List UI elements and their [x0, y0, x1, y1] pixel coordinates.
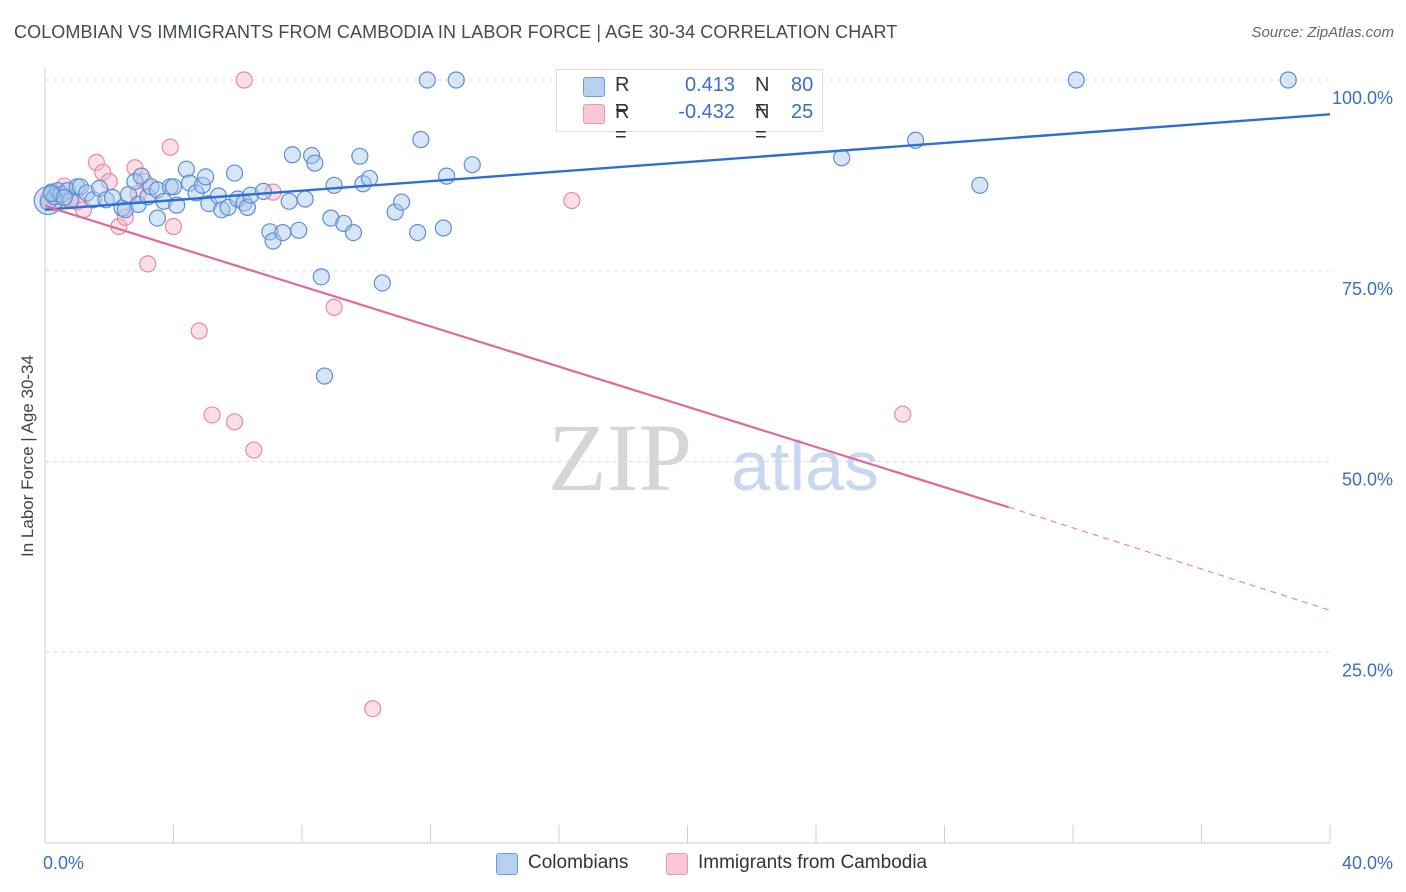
cambodia-point [164, 217, 183, 236]
colombian-point [1067, 71, 1085, 89]
colombian-point [261, 223, 279, 241]
cambodia-point [190, 322, 208, 340]
legend-n-value: 25 [791, 101, 814, 123]
cambodia-point [894, 405, 912, 423]
colombian-point [322, 209, 340, 227]
legend-n-label: N = [755, 101, 770, 146]
trend-lines [44, 113, 1331, 611]
y-tick-label: 50.0% [1342, 470, 1393, 490]
colombian-point [280, 192, 298, 210]
cambodia-point [563, 191, 581, 210]
colombian-point [78, 184, 96, 202]
cambodia-trend-extension [1008, 506, 1331, 611]
colombian-point [315, 367, 334, 385]
colombian-point [290, 221, 308, 239]
source-label: Source: ZipAtlas.com [1251, 24, 1394, 41]
watermark-zip: ZIP [548, 404, 692, 511]
legend-label-colombians: Colombians [528, 852, 629, 873]
chart-title: COLOMBIAN VS IMMIGRANTS FROM CAMBODIA IN… [14, 22, 898, 42]
colombian-point [283, 146, 301, 164]
colombian-point [274, 224, 292, 242]
y-tick-label: 25.0% [1342, 660, 1393, 680]
colombian-points [33, 71, 1297, 385]
cambodia-point [245, 441, 263, 459]
colombian-point [325, 176, 343, 194]
cambodia-point [235, 71, 253, 89]
colombian-point [306, 154, 324, 172]
cambodia-point [94, 163, 112, 181]
cambodia-trend-line [44, 204, 1010, 509]
colombian-point [148, 209, 167, 227]
colombian-point [296, 190, 314, 208]
colombian-point [386, 203, 404, 221]
legend-swatch-blue [583, 77, 605, 97]
colombian-point [254, 182, 273, 200]
legend-r-value: -0.432 [678, 101, 735, 123]
y-tick-label: 100.0% [1332, 88, 1393, 108]
legend-r-label: R = [615, 101, 630, 146]
colombian-point [463, 156, 481, 174]
colombian-point [132, 167, 150, 185]
cambodia-point [325, 298, 343, 316]
colombian-point [833, 149, 851, 167]
legend-swatch-blue [496, 853, 518, 875]
colombian-point [164, 178, 183, 196]
colombian-point [225, 164, 244, 182]
colombian-point [177, 160, 195, 178]
colombian-point [351, 147, 369, 165]
cambodia-point [203, 406, 221, 424]
legend-swatch-pink [666, 853, 688, 875]
colombian-point [392, 193, 411, 211]
x-tick-label: 40.0% [1342, 853, 1393, 873]
x-tick-label: 0.0% [43, 853, 84, 873]
cambodia-point [225, 413, 244, 431]
cambodia-point [161, 138, 179, 156]
colombian-point [180, 174, 199, 192]
cambodia-point [364, 700, 382, 718]
colombian-point [412, 130, 430, 149]
colombian-trend-line [44, 113, 1331, 211]
legend-r-value: 0.413 [684, 74, 735, 96]
colombian-point [971, 176, 989, 194]
legend-swatch-pink [583, 104, 605, 124]
colombian-point [312, 268, 330, 286]
colombian-point [409, 224, 427, 242]
colombian-point [42, 185, 61, 203]
colombian-point [71, 178, 89, 196]
colombian-point [434, 219, 452, 237]
colombian-point [418, 71, 436, 89]
legend-n-value: 80 [791, 74, 814, 96]
cambodia-point [87, 153, 106, 172]
colombian-point [447, 71, 465, 89]
cambodia-point [139, 255, 157, 273]
colombian-point [1279, 71, 1297, 89]
colombian-point [55, 188, 73, 207]
watermark-atlas: atlas [731, 427, 879, 505]
tick-labels: 25.0% 50.0% 75.0% 100.0% 0.0% 40.0% [43, 88, 1393, 873]
stats-legend: R = 0.413 N = 80 R = -0.432 N = 25 [556, 69, 823, 146]
watermark: ZIP atlas [548, 404, 879, 511]
legend-label-cambodia: Immigrants from Cambodia [698, 852, 928, 873]
colombian-point [344, 224, 362, 242]
colombian-point [373, 274, 391, 292]
colombian-point [437, 167, 456, 185]
legend-n-label: N = [755, 74, 770, 119]
colombian-point [197, 168, 215, 186]
cambodia-point [100, 172, 118, 191]
legend-r-label: R = [615, 74, 630, 119]
y-tick-label: 75.0% [1342, 279, 1393, 299]
